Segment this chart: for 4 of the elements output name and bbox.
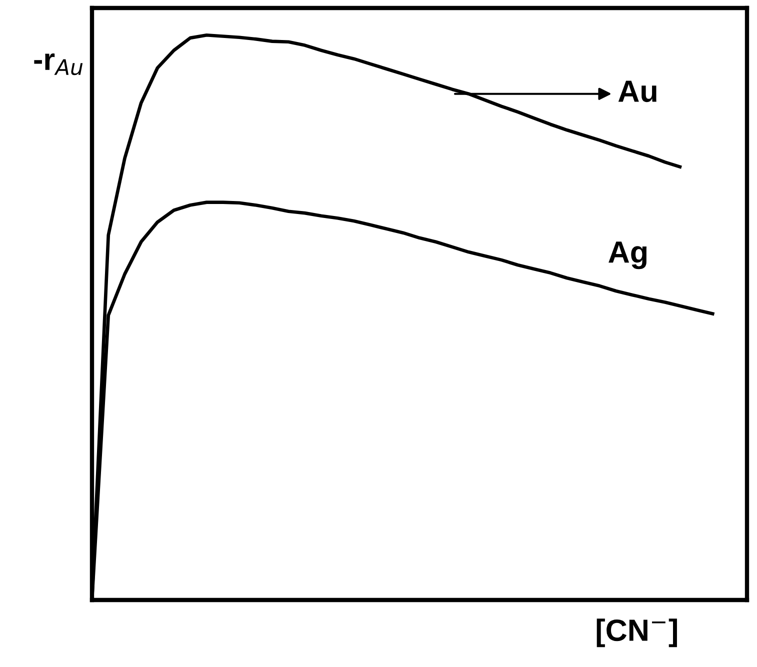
- series-label: Ag: [608, 242, 646, 270]
- y-axis-title: -r$_{Au}$: [34, 53, 83, 76]
- x-axis-title: [CN$^{−}$]: [596, 618, 677, 648]
- legend-label: Au: [618, 80, 656, 102]
